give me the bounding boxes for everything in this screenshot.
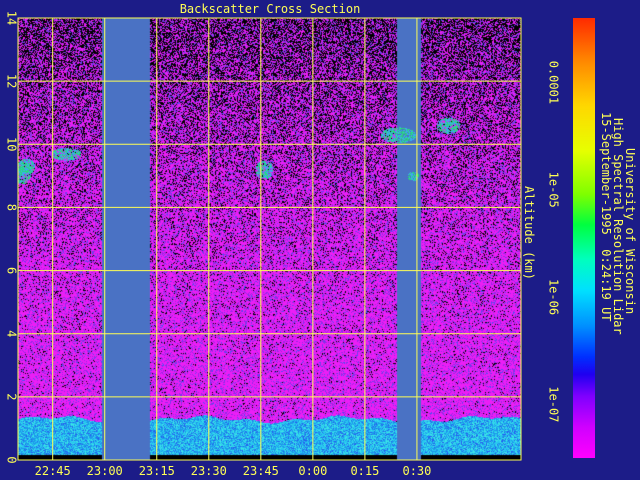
colorbar-label: 1e-07 (547, 386, 561, 422)
y-tick-label: 10 (5, 137, 19, 151)
observation-timestamp: 15-September-1995 0:24:19 UT (599, 112, 613, 322)
x-tick-label: 0:30 (402, 464, 431, 478)
plot-frame (17, 17, 522, 461)
chart-title: Backscatter Cross Section (179, 2, 361, 16)
x-tick-label: 22:45 (35, 464, 71, 478)
y-tick-label: 14 (5, 11, 19, 25)
x-tick-label: 0:15 (350, 464, 379, 478)
x-tick-label: 23:45 (243, 464, 279, 478)
y-tick-label: 0 (5, 456, 19, 463)
y-tick-label: 8 (5, 204, 19, 211)
y-tick-label: 6 (5, 267, 19, 274)
institution-name: University of Wisconsin (623, 148, 637, 315)
y-axis-label: Altitude (km) (522, 186, 536, 280)
colorbar-label: 1e-05 (547, 172, 561, 208)
colorbar-label: 1e-06 (547, 279, 561, 315)
colorbar-label: 0.0001 (547, 61, 561, 104)
y-tick-label: 4 (5, 330, 19, 337)
x-tick-label: 23:15 (139, 464, 175, 478)
x-tick-label: 23:00 (87, 464, 123, 478)
backscatter-plot[interactable] (18, 18, 521, 460)
x-tick-label: 0:00 (298, 464, 327, 478)
x-tick-label: 23:30 (191, 464, 227, 478)
y-tick-label: 2 (5, 393, 19, 400)
colorbar (573, 18, 595, 458)
instrument-name: High Spectral Resolution Lidar (611, 118, 625, 335)
y-tick-label: 12 (5, 74, 19, 88)
